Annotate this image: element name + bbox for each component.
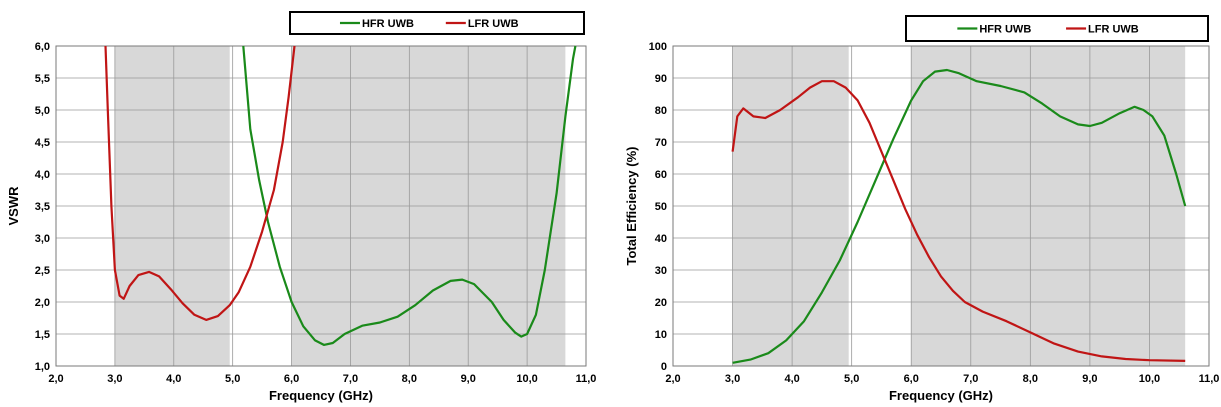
x-tick-label: 2,0 <box>665 373 680 385</box>
legend: HFR UWB LFR UWB <box>289 11 585 35</box>
x-tick-label: 7,0 <box>343 373 358 385</box>
x-axis-label: Frequency (GHz) <box>889 388 993 403</box>
y-tick-label: 2,5 <box>35 265 50 277</box>
y-tick-label: 100 <box>649 41 667 53</box>
x-tick-label: 11,0 <box>576 373 597 385</box>
y-tick-label: 3,0 <box>35 233 50 245</box>
x-tick-label: 2,0 <box>48 373 63 385</box>
legend-label: LFR UWB <box>468 18 519 30</box>
y-tick-label: 80 <box>655 105 667 117</box>
x-tick-label: 4,0 <box>166 373 181 385</box>
y-tick-label: 0 <box>661 361 667 373</box>
legend-label: HFR UWB <box>979 24 1031 36</box>
legend-box <box>289 11 585 35</box>
y-tick-label: 4,0 <box>35 169 50 181</box>
y-tick-label: 50 <box>655 201 667 213</box>
y-axis-label: Total Efficiency (%) <box>624 147 639 266</box>
x-tick-label: 10,0 <box>516 373 537 385</box>
x-tick-label: 7,0 <box>963 373 978 385</box>
series-line-hfr-uwb <box>242 45 577 346</box>
legend-label: LFR UWB <box>1088 24 1139 36</box>
series-line-hfr-uwb <box>732 68 1187 364</box>
x-tick-label: 5,0 <box>844 373 859 385</box>
legend-label: HFR UWB <box>362 18 414 30</box>
y-tick-label: 20 <box>655 297 667 309</box>
x-tick-label: 3,0 <box>725 373 740 385</box>
y-tick-label: 30 <box>655 265 667 277</box>
y-tick-label: 1,5 <box>35 329 50 341</box>
x-axis-label: Frequency (GHz) <box>269 388 373 403</box>
vswr-chart: 2,0 3,0 4,0 5,0 6,0 7,0 8,0 9,0 10,0 11,0 1,0 1,5 2,… <box>6 11 597 403</box>
x-tick-label: 6,0 <box>904 373 919 385</box>
x-tick-label: 10,0 <box>1139 373 1160 385</box>
x-tick-label: 8,0 <box>402 373 417 385</box>
plot-area <box>672 45 1210 367</box>
x-tick-label: 6,0 <box>284 373 299 385</box>
series-line-lfr-uwb <box>104 45 296 321</box>
x-tick-label: 5,0 <box>225 373 240 385</box>
y-tick-label: 4,5 <box>35 137 50 149</box>
plot-area <box>55 45 587 367</box>
y-tick-label: 6,0 <box>35 41 50 53</box>
x-tick-label: 11,0 <box>1199 373 1220 385</box>
efficiency-chart: 2,0 3,0 4,0 5,0 6,0 7,0 8,0 9,0 10,0 11,0 0 10 20 30 4… <box>624 15 1220 403</box>
x-tick-label: 9,0 <box>461 373 476 385</box>
series-line-lfr-uwb <box>731 80 1186 362</box>
y-tick-label: 10 <box>655 329 667 341</box>
y-tick-label: 5,0 <box>35 105 50 117</box>
x-tick-label: 3,0 <box>107 373 122 385</box>
y-tick-label: 3,5 <box>35 201 50 213</box>
y-tick-label: 2,0 <box>35 297 50 309</box>
y-tick-label: 90 <box>655 73 667 85</box>
y-tick-label: 5,5 <box>35 73 50 85</box>
y-tick-label: 1,0 <box>35 361 50 373</box>
x-tick-label: 8,0 <box>1023 373 1038 385</box>
y-tick-label: 60 <box>655 169 667 181</box>
legend-box <box>905 15 1209 42</box>
x-tick-label: 4,0 <box>784 373 799 385</box>
legend: HFR UWB LFR UWB <box>905 15 1209 42</box>
x-tick-label: 9,0 <box>1082 373 1097 385</box>
y-axis-label: VSWR <box>6 186 21 226</box>
y-tick-label: 70 <box>655 137 667 149</box>
y-tick-label: 40 <box>655 233 667 245</box>
